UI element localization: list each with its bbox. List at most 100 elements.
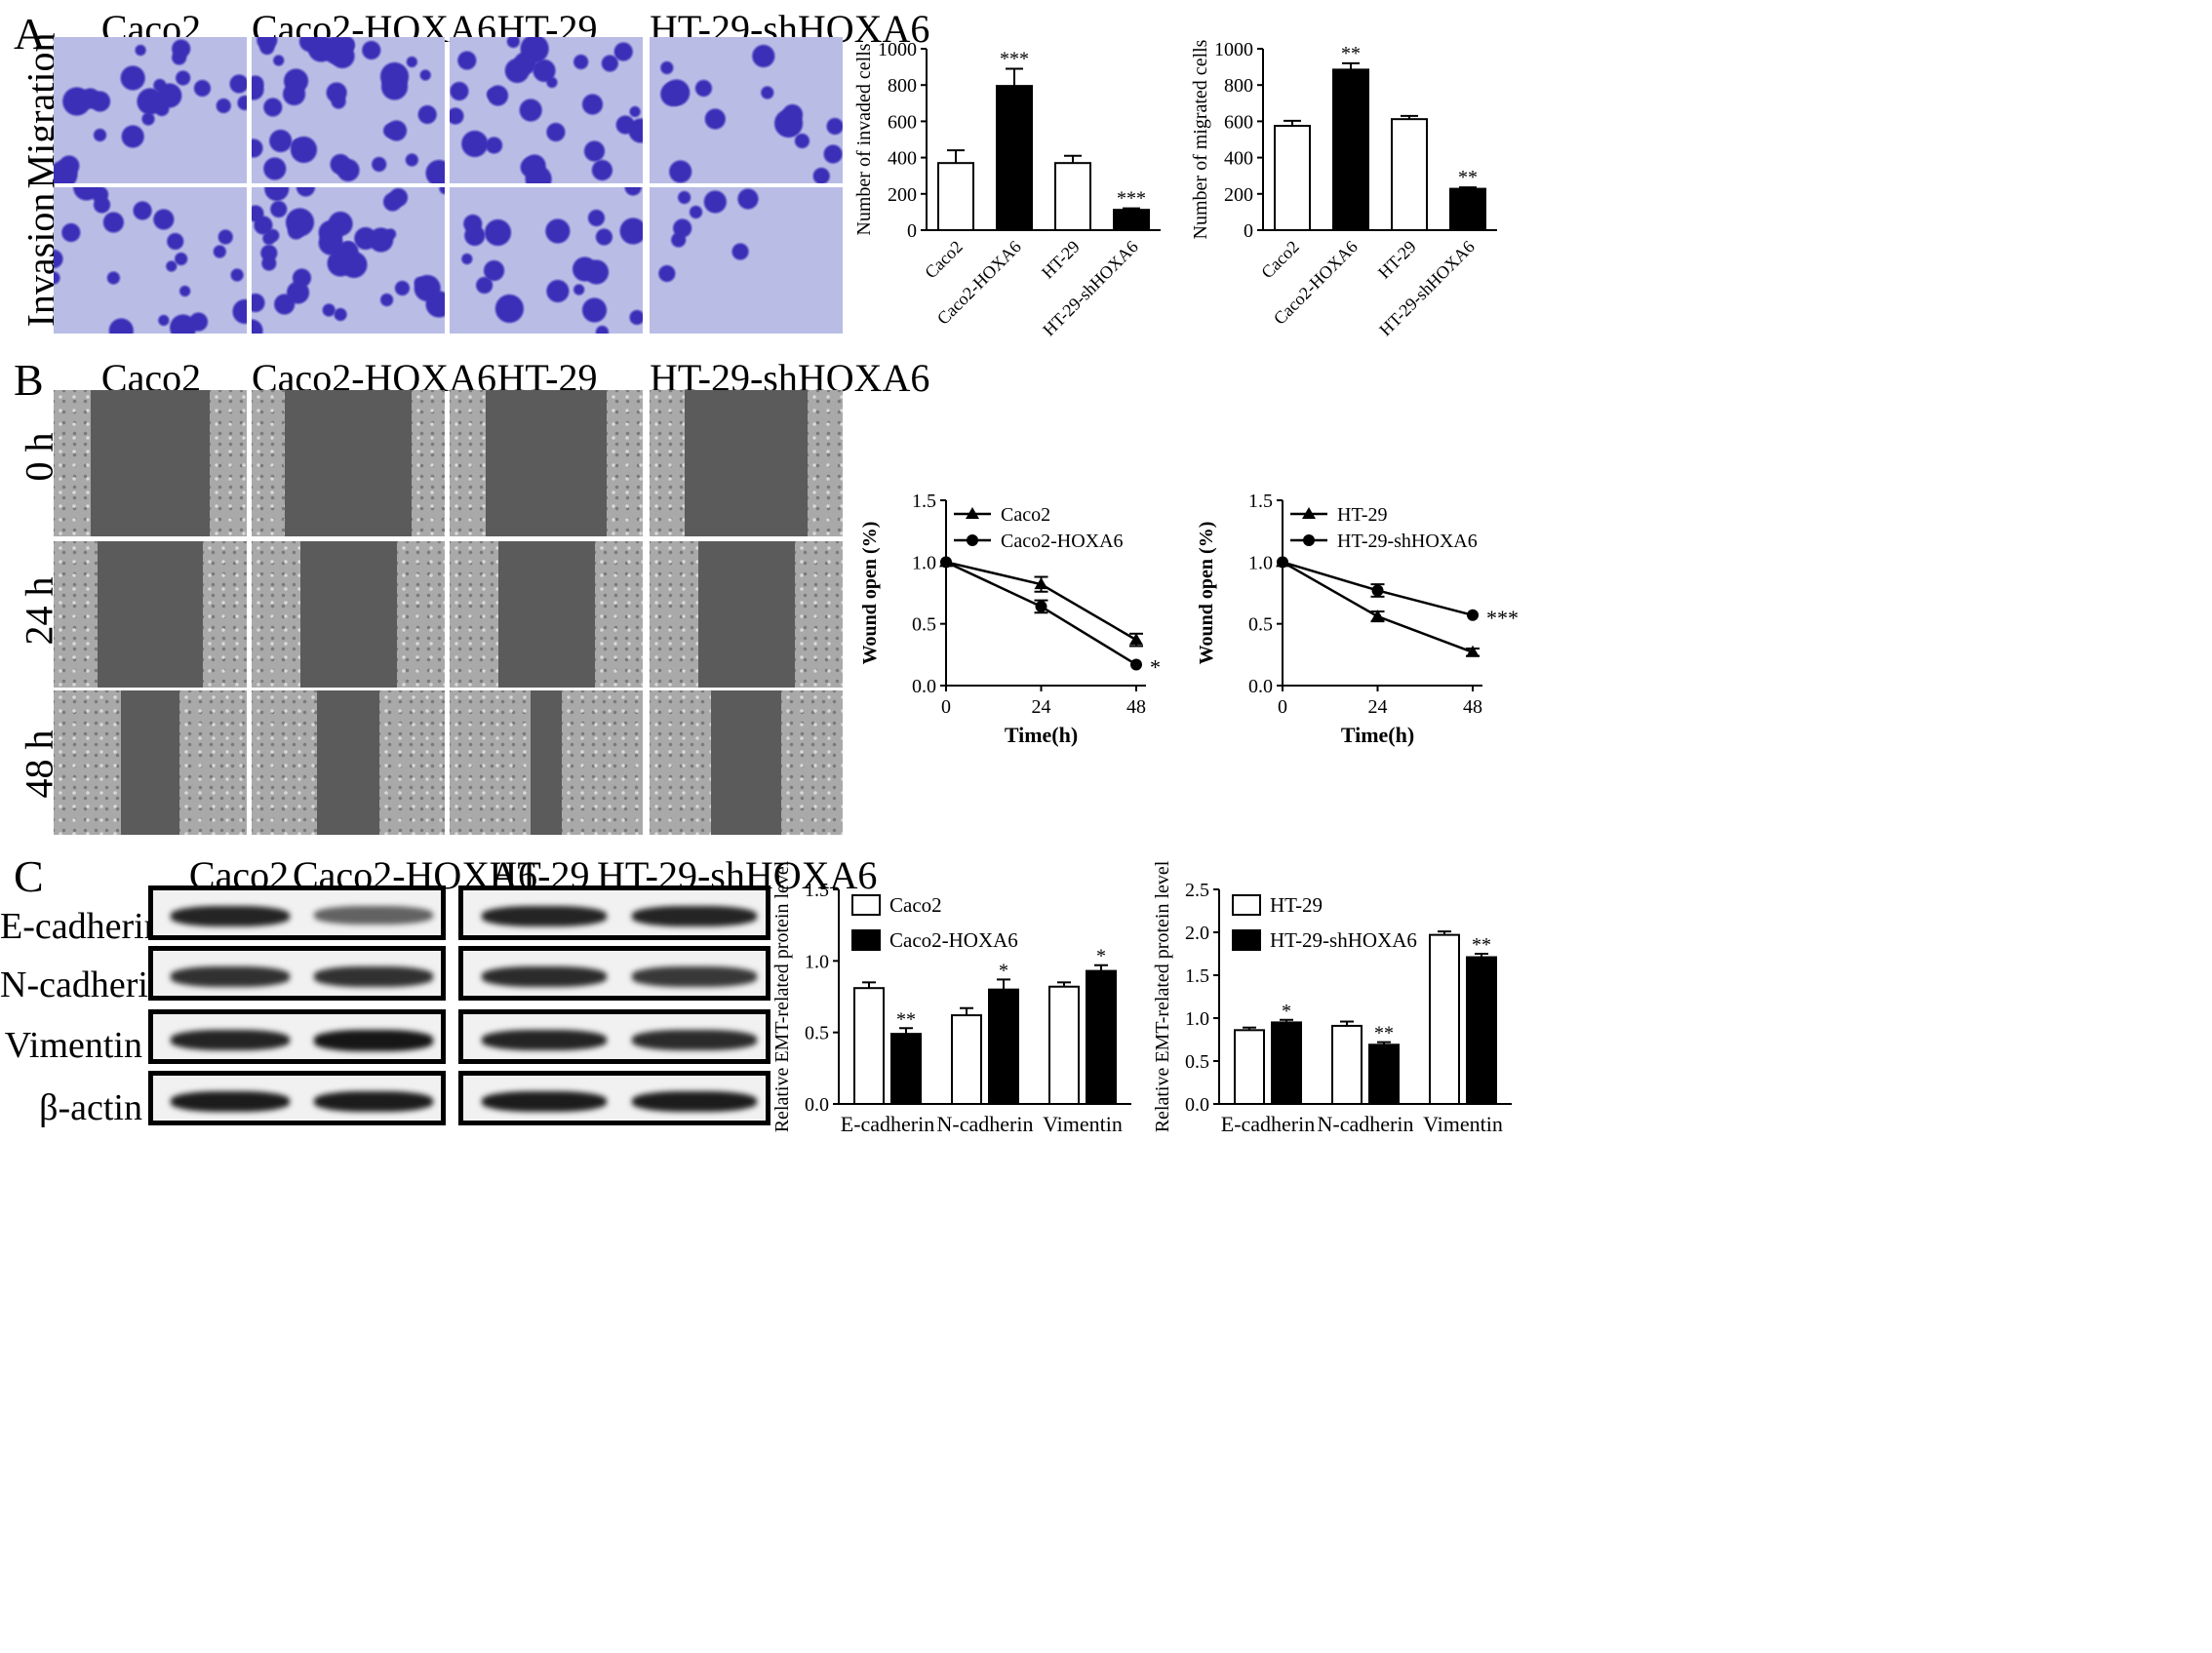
blot-e-cadherin-group-1 (148, 886, 446, 940)
x-tick-label: 0 (941, 696, 951, 718)
x-tick-label: E-cadherin (841, 1112, 935, 1136)
wound-image-24-h-caco2 (54, 541, 247, 688)
y-axis-label: Wound open (%) (859, 522, 881, 665)
bar-caco2-hoxa6 (996, 85, 1033, 231)
significance-mark: ** (1472, 934, 1491, 956)
legend-label: HT-29-shHOXA6 (1270, 928, 1417, 952)
cell-layer-left (650, 541, 698, 688)
wound-image-48-h-caco2-hoxa6 (252, 690, 445, 835)
legend-marker (1303, 534, 1315, 546)
transwell-image-invasion-caco2-hoxa6 (252, 187, 445, 334)
blot-band (631, 905, 757, 927)
y-axis-label: Relative EMT-related protein level (1152, 860, 1173, 1132)
x-tick-label: HT-29 (1038, 237, 1084, 283)
y-tick-label: 0 (907, 220, 917, 242)
legend-label: Caco2-HOXA6 (889, 928, 1018, 952)
significance-mark: *** (1000, 48, 1029, 69)
blot-band (482, 1090, 608, 1113)
wound-image-24-h-caco2-hoxa6 (252, 541, 445, 688)
data-point-caco2 (1129, 633, 1143, 646)
wound-image-0-h-caco2 (54, 390, 247, 536)
cell-layer-right (178, 690, 247, 835)
blot-band (313, 905, 433, 925)
y-tick-label: 1.5 (805, 880, 829, 901)
blot-band (313, 965, 433, 987)
y-axis-label: Wound open (%) (1196, 522, 1217, 665)
x-tick-label: 0 (1278, 696, 1287, 718)
wound-gap (284, 390, 413, 536)
wound-gap (711, 690, 781, 835)
x-tick-label: N-cadherin (1318, 1112, 1414, 1136)
y-tick-label: 2.0 (1185, 923, 1209, 944)
y-axis-label: Number of invaded cells (853, 43, 875, 235)
x-tick-label: Vimentin (1423, 1112, 1503, 1136)
blot-band (631, 965, 757, 987)
cell-layer-left (450, 390, 486, 536)
y-tick-label: 600 (1224, 111, 1253, 133)
bar-e-cadherin-caco2 (853, 987, 885, 1105)
bar-caco2-hoxa6 (1332, 68, 1369, 231)
y-tick-label: 200 (1224, 184, 1253, 206)
y-tick-label: 0.0 (912, 676, 936, 697)
transwell-image-invasion-ht-29 (450, 187, 643, 334)
wound-image-48-h-caco2 (54, 690, 247, 835)
legend-label: Caco2-HOXA6 (1001, 531, 1124, 552)
cell-layer-left (252, 690, 318, 835)
y-tick-label: 1.5 (1248, 491, 1273, 512)
bar-vimentin-caco2-hoxa6 (1086, 969, 1117, 1105)
data-point-ht-29 (1466, 645, 1480, 657)
cell-layer-left (54, 390, 91, 536)
cell-layer-left (450, 690, 532, 835)
y-tick-label: 1000 (878, 39, 917, 60)
bar-ht-29 (1391, 118, 1428, 231)
y-tick-label: 400 (1224, 148, 1253, 170)
blot-vimentin-group-1 (148, 1009, 446, 1064)
bar-vimentin-caco2 (1048, 985, 1080, 1105)
blot-e-cadherin-group-2 (458, 886, 770, 940)
y-tick-label: 400 (888, 148, 917, 170)
cell-layer-right (780, 690, 843, 835)
emt-caco2-bar-chart: 0.0 0.5 1.0 1.5 ** E-cadherin * N-cadherin * Vime… (771, 860, 1131, 1136)
cell-layer-right (412, 390, 445, 536)
y-tick-label: 0.0 (1185, 1094, 1209, 1116)
transwell-image-migration-ht-29-shhoxa6 (650, 37, 843, 183)
legend-marker (1302, 507, 1316, 519)
y-tick-label: 800 (1224, 75, 1253, 97)
wound-gap (697, 541, 795, 688)
legend-label: HT-29-shHOXA6 (1337, 531, 1478, 552)
transwell-image-migration-caco2 (54, 37, 247, 183)
legend-marker (967, 534, 978, 546)
wound-gap (299, 541, 397, 688)
y-axis-label: Relative EMT-related protein level (771, 860, 793, 1132)
x-tick-label: Caco2 (921, 237, 967, 283)
y-tick-label: 200 (888, 184, 917, 206)
protein-label-vimentin: Vimentin (4, 1025, 142, 1066)
blot-band (482, 905, 608, 927)
y-tick-label: 0.5 (912, 614, 936, 636)
blot-band (171, 1090, 291, 1113)
panel-letter-c: C (14, 851, 44, 901)
data-point-ht-29 (1370, 610, 1385, 622)
y-tick-label: 1.0 (912, 552, 936, 573)
transwell-image-migration-ht-29 (450, 37, 643, 183)
transwell-image-invasion-ht-29-shhoxa6 (650, 187, 843, 334)
blot-band (171, 905, 291, 927)
y-tick-label: 1.5 (1185, 965, 1209, 987)
protein-label-n-cadherin: N-cadherin (0, 964, 167, 1005)
protein-label-e-cadherin: E-cadherin (0, 906, 163, 947)
x-tick-label: 48 (1463, 696, 1482, 718)
legend-label: Caco2 (889, 893, 942, 917)
wound-gap (684, 390, 809, 536)
x-tick-label: HT-29 (1374, 237, 1420, 283)
wound-image-0-h-ht-29 (450, 390, 643, 536)
y-tick-label: 1.5 (912, 491, 936, 512)
cell-layer-left (650, 390, 685, 536)
cell-layer-left (54, 690, 122, 835)
bar-n-cadherin-caco2 (951, 1014, 982, 1105)
wound-gap (121, 690, 179, 835)
panel-letter-b: B (14, 355, 44, 405)
cell-layer-left (252, 541, 300, 688)
bar-ht-29-shhoxa6 (1113, 209, 1150, 231)
y-tick-label: 0.0 (805, 1094, 829, 1116)
